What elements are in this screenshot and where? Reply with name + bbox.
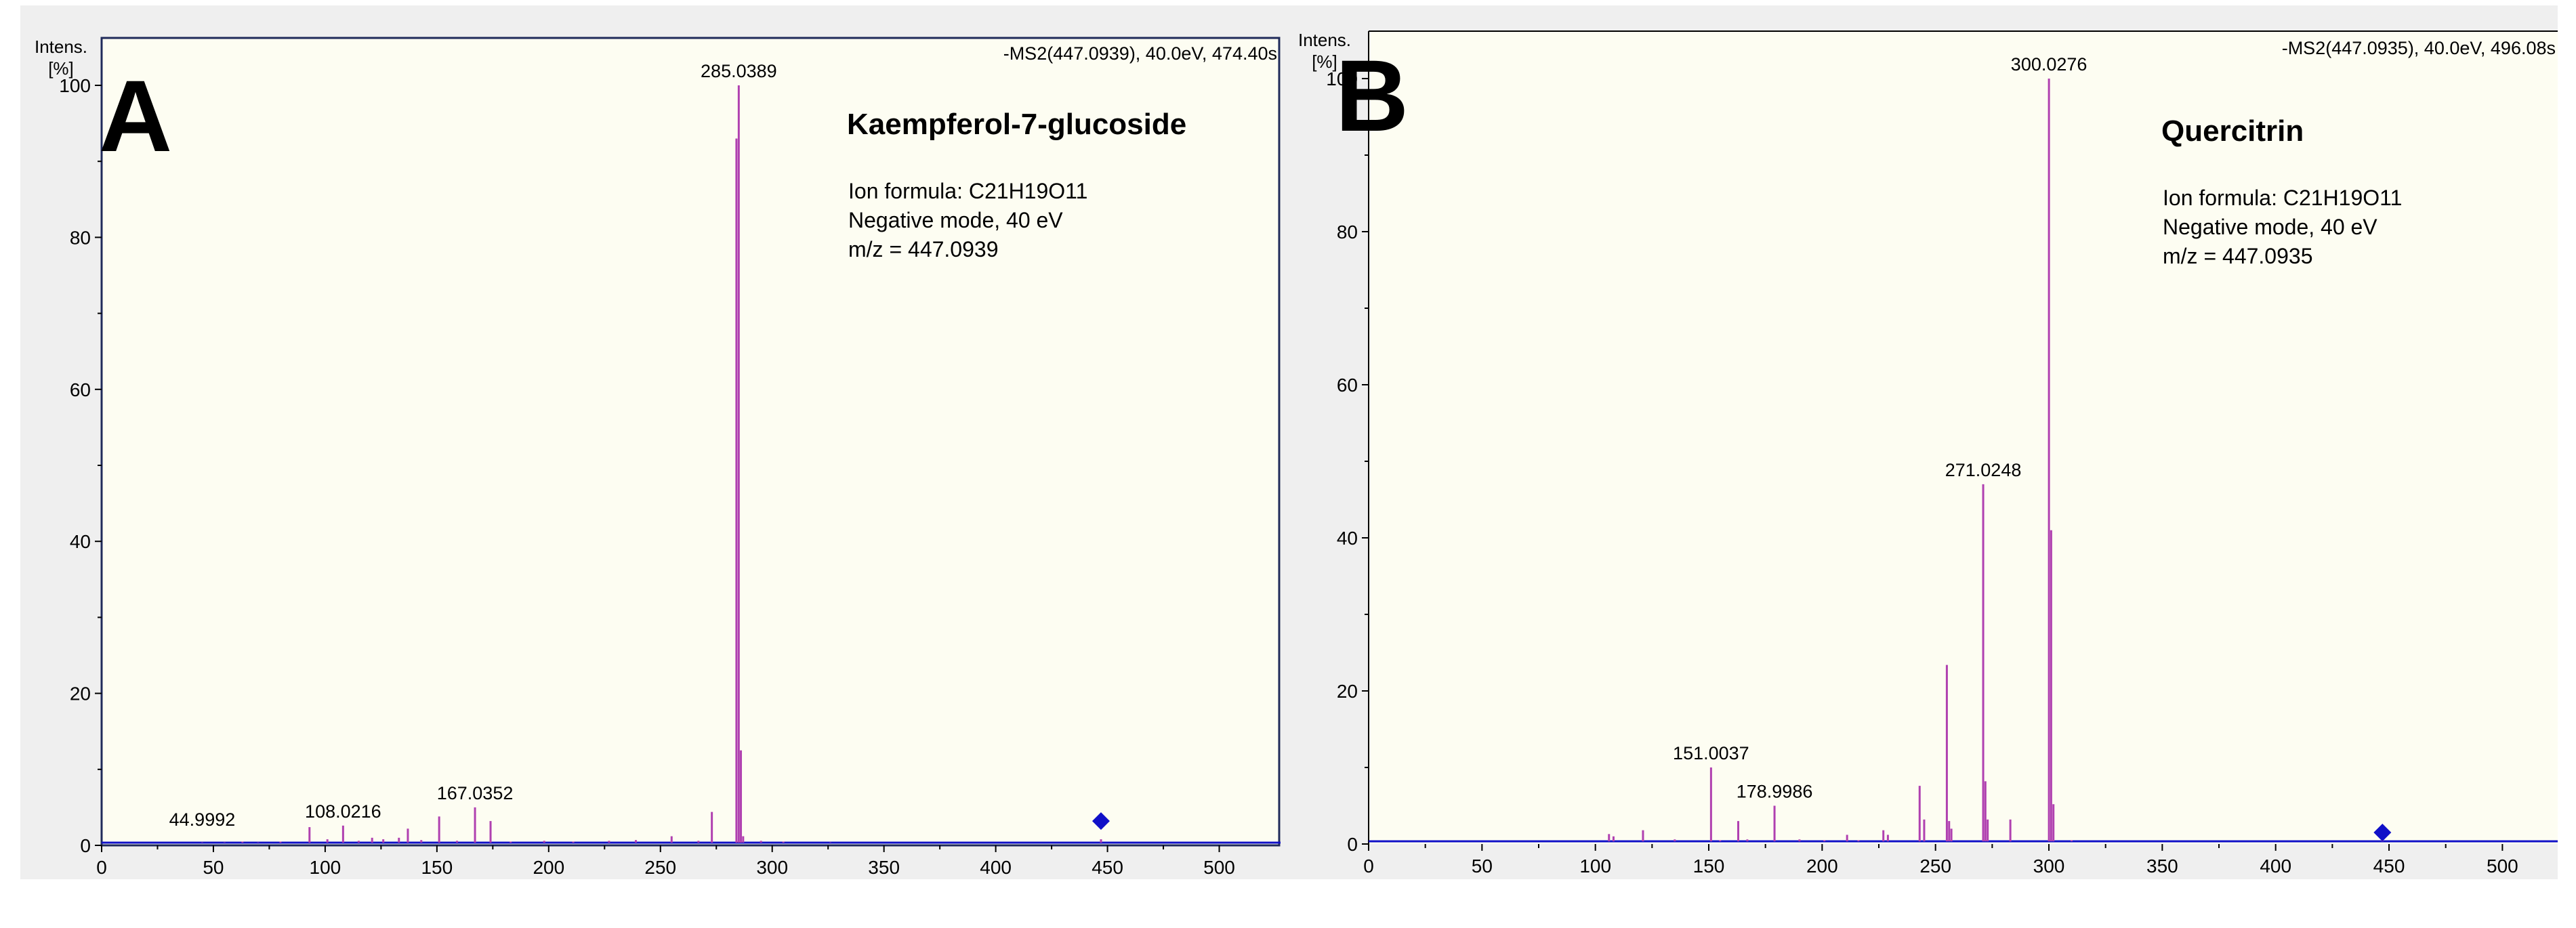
compound-info-b-0: Ion formula: C21H19O11: [2163, 186, 2402, 210]
y-tick-label-b-100: 100: [1326, 68, 1358, 89]
x-tick-label-a-300: 300: [756, 857, 788, 878]
y-tick-label-b-20: 20: [1337, 681, 1358, 702]
spectrum-header-b: -MS2(447.0935), 40.0eV, 496.08s: [2282, 38, 2556, 58]
x-tick-label-b-250: 250: [1919, 856, 1951, 877]
plot-area-b: [1369, 31, 2558, 844]
x-tick-label-a-150: 150: [421, 857, 453, 878]
y-tick-label-a-40: 40: [70, 531, 91, 552]
y-tick-label-b-0: 0: [1347, 834, 1358, 855]
y-tick-label-b-80: 80: [1337, 222, 1358, 242]
compound-info-b-2: m/z = 447.0935: [2163, 244, 2312, 268]
compound-info-a-1: Negative mode, 40 eV: [848, 208, 1063, 232]
x-tick-label-b-300: 300: [2033, 856, 2065, 877]
precursor-marker-a: [1092, 812, 1110, 830]
compound-info-a-0: Ion formula: C21H19O11: [848, 179, 1087, 203]
x-tick-label-a-50: 50: [203, 857, 224, 878]
x-tick-label-b-450: 450: [2373, 856, 2405, 877]
spectrum-header-a: -MS2(447.0939), 40.0eV, 474.40s: [1003, 43, 1277, 64]
spectrum-chart-b: 0 20 40 60 80 100 0 50 100 150 200 250 300 350 400 450 5…: [1298, 30, 2558, 877]
x-tick-label-b-350: 350: [2146, 856, 2178, 877]
x-tick-label-b-500: 500: [2487, 856, 2518, 877]
y-tick-label-b-60: 60: [1337, 375, 1358, 396]
peak-label-b-1: 271.0248: [1945, 460, 2022, 480]
y-axis-label-line1-a: Intens.: [35, 37, 87, 57]
y-tick-label-b-40: 40: [1337, 528, 1358, 549]
peak-label-a-0: 285.0389: [701, 61, 777, 81]
x-tick-label-a-400: 400: [980, 857, 1012, 878]
peak-label-b-2: 151.0037: [1673, 743, 1749, 763]
x-tick-label-a-200: 200: [533, 857, 564, 878]
spectrum-chart-a: 0 20 40 60 80 100 0 50 100 150 200 250 300 350 400 450 5…: [35, 37, 1281, 878]
peak-label-b-3: 178.9986: [1737, 782, 1813, 802]
x-tick-label-b-100: 100: [1579, 856, 1611, 877]
peak-label-a-2: 108.0216: [305, 801, 381, 822]
panel-letter-b: B: [1335, 39, 1409, 152]
plot-area-a: [102, 38, 1281, 845]
y-axis-label-line2-a: [%]: [48, 58, 74, 79]
compound-name-a: Kaempferol-7-glucoside: [847, 108, 1186, 141]
y-axis-label-line1-b: Intens.: [1298, 30, 1351, 50]
y-tick-label-a-20: 20: [70, 683, 91, 704]
plot-frame-a: [100, 37, 1281, 847]
compound-name-b: Quercitrin: [2161, 114, 2304, 148]
x-tick-label-b-200: 200: [1806, 856, 1838, 877]
x-tick-label-b-400: 400: [2260, 856, 2291, 877]
y-axis-label-line2-b: [%]: [1312, 51, 1337, 72]
peak-label-a-1: 44.9992: [169, 809, 236, 830]
x-tick-label-a-450: 450: [1092, 857, 1123, 878]
y-tick-label-a-80: 80: [70, 227, 91, 248]
precursor-marker-b: [2373, 824, 2392, 842]
x-tick-label-b-50: 50: [1472, 856, 1493, 877]
panel-letter-a: A: [99, 59, 172, 173]
peak-label-b-0: 300.0276: [2011, 54, 2087, 75]
x-tick-label-b-150: 150: [1693, 856, 1725, 877]
compound-info-a-2: m/z = 447.0939: [848, 237, 998, 261]
x-tick-label-a-250: 250: [644, 857, 676, 878]
y-tick-label-a-0: 0: [80, 835, 91, 856]
x-tick-label-b-0: 0: [1363, 856, 1374, 877]
x-tick-label-a-350: 350: [868, 857, 900, 878]
x-tick-label-a-100: 100: [310, 857, 341, 878]
compound-info-b-1: Negative mode, 40 eV: [2163, 215, 2377, 239]
x-tick-label-a-0: 0: [96, 857, 107, 878]
y-tick-label-a-100: 100: [59, 75, 91, 96]
x-tick-label-a-500: 500: [1203, 857, 1235, 878]
peak-label-a-3: 167.0352: [437, 783, 514, 803]
y-tick-label-a-60: 60: [70, 379, 91, 400]
